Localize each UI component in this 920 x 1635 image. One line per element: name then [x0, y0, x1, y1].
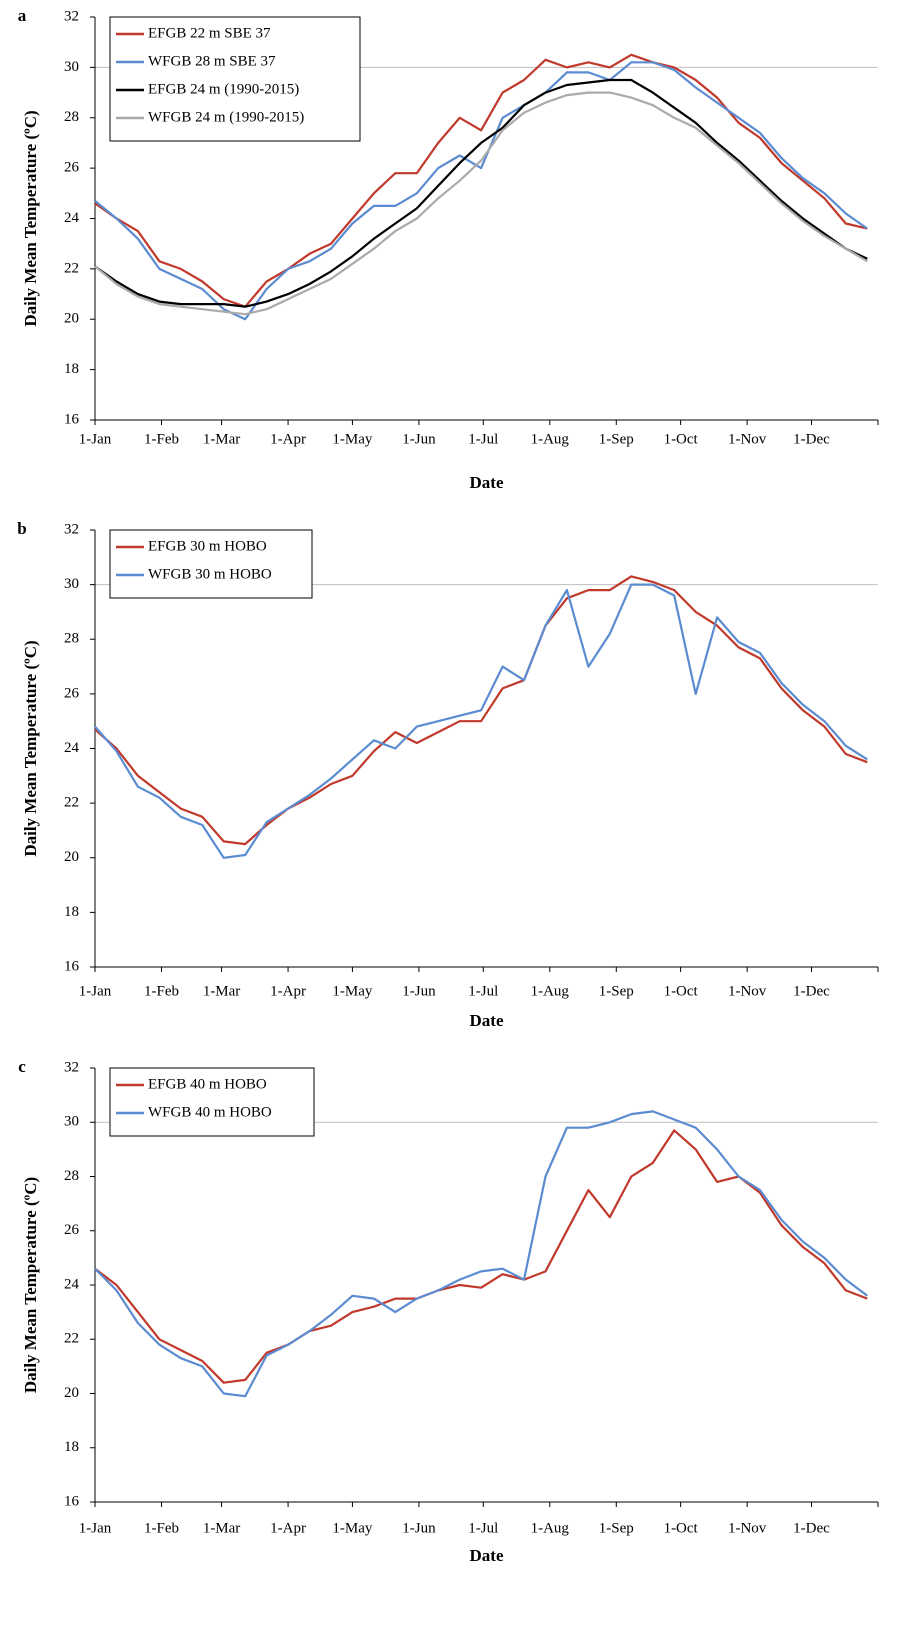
x-tick-label: 1-Aug [531, 431, 570, 447]
x-tick-label: 1-Aug [531, 1520, 570, 1536]
y-tick-label: 26 [64, 685, 80, 701]
x-tick-label: 1-Nov [728, 1520, 767, 1536]
y-tick-label: 18 [64, 361, 79, 377]
series-line [94, 78, 868, 308]
legend-label: EFGB 40 m HOBO [148, 1076, 267, 1092]
legend-label: WFGB 28 m SBE 37 [148, 53, 276, 69]
y-tick-label: 24 [64, 740, 80, 756]
y-tick-label: 28 [64, 1168, 79, 1184]
y-tick-label: 20 [64, 849, 79, 865]
series-line [94, 53, 868, 308]
x-tick-label: 1-Jun [402, 431, 436, 447]
series-line [94, 575, 868, 846]
y-tick-label: 26 [64, 1222, 80, 1238]
y-tick-label: 30 [64, 576, 79, 592]
legend-label: EFGB 22 m SBE 37 [148, 25, 271, 41]
legend-box [109, 1067, 315, 1137]
y-tick-label: 18 [64, 904, 79, 920]
y-tick-label: 18 [64, 1439, 79, 1455]
x-tick-label: 1-Dec [793, 431, 830, 447]
y-tick-label: 22 [64, 1331, 79, 1347]
x-tick-label: 1-Jan [79, 1520, 112, 1536]
x-tick-label: 1-Oct [664, 1520, 699, 1536]
legend-box [109, 529, 313, 599]
y-tick-label: 16 [64, 411, 80, 427]
x-tick-label: 1-Jul [468, 431, 498, 447]
y-tick-label: 16 [64, 1493, 80, 1509]
y-tick-label: 26 [64, 160, 80, 176]
x-tick-label: 1-Feb [144, 1520, 179, 1536]
x-tick-label: 1-May [332, 1520, 372, 1536]
y-tick-label: 22 [64, 795, 79, 811]
panel-label: c [18, 1057, 26, 1076]
y-tick-label: 32 [64, 1059, 79, 1075]
panel-label: a [18, 6, 27, 25]
x-tick-label: 1-Dec [793, 1520, 830, 1536]
x-axis-title: Date [470, 473, 504, 492]
y-axis-title: Daily Mean Temperature (ºC) [21, 1177, 40, 1393]
y-tick-label: 22 [64, 260, 79, 276]
y-tick-label: 20 [64, 1385, 79, 1401]
x-tick-label: 1-May [332, 431, 372, 447]
x-tick-label: 1-Mar [203, 431, 241, 447]
legend-label: WFGB 24 m (1990-2015) [148, 109, 304, 125]
legend-label: WFGB 30 m HOBO [148, 566, 272, 582]
x-tick-label: 1-Sep [599, 431, 634, 447]
x-tick-label: 1-Sep [599, 983, 634, 999]
y-axis-title: Daily Mean Temperature (ºC) [21, 110, 40, 326]
y-tick-label: 24 [64, 210, 80, 226]
x-tick-label: 1-Apr [270, 431, 306, 447]
series-line [94, 91, 868, 316]
x-tick-label: 1-Oct [664, 983, 699, 999]
legend-label: EFGB 30 m HOBO [148, 538, 267, 554]
y-axis-title: Daily Mean Temperature (ºC) [21, 640, 40, 856]
x-tick-label: 1-Mar [203, 983, 241, 999]
series-line [94, 1129, 868, 1384]
x-tick-label: 1-Jan [79, 983, 112, 999]
y-tick-label: 32 [64, 8, 79, 24]
x-tick-label: 1-Apr [270, 1520, 306, 1536]
y-tick-label: 24 [64, 1276, 80, 1292]
x-tick-label: 1-Nov [728, 431, 767, 447]
x-tick-label: 1-Jun [402, 1520, 436, 1536]
x-tick-label: 1-Nov [728, 983, 767, 999]
y-tick-label: 20 [64, 311, 79, 327]
x-tick-label: 1-Oct [664, 431, 699, 447]
series-line [94, 1110, 868, 1398]
series-line [94, 583, 868, 859]
y-tick-label: 30 [64, 59, 79, 75]
x-tick-label: 1-Jan [79, 431, 112, 447]
legend-box [109, 16, 361, 142]
x-tick-label: 1-Jul [468, 1520, 498, 1536]
x-tick-label: 1-Feb [144, 431, 179, 447]
panel-label: b [17, 519, 26, 538]
series-line [94, 61, 868, 321]
x-axis-title: Date [470, 1546, 504, 1565]
x-tick-label: 1-Jul [468, 983, 498, 999]
x-tick-label: 1-Feb [144, 983, 179, 999]
x-tick-label: 1-Aug [531, 983, 570, 999]
legend-label: EFGB 24 m (1990-2015) [148, 81, 299, 97]
y-tick-label: 16 [64, 958, 80, 974]
x-tick-label: 1-May [332, 983, 372, 999]
y-tick-label: 32 [64, 521, 79, 537]
x-tick-label: 1-Apr [270, 983, 306, 999]
x-tick-label: 1-Sep [599, 1520, 634, 1536]
x-tick-label: 1-Mar [203, 1520, 241, 1536]
y-tick-label: 30 [64, 1114, 79, 1130]
y-tick-label: 28 [64, 631, 79, 647]
x-tick-label: 1-Jun [402, 983, 436, 999]
y-tick-label: 28 [64, 109, 79, 125]
x-tick-label: 1-Dec [793, 983, 830, 999]
x-axis-title: Date [470, 1011, 504, 1030]
legend-label: WFGB 40 m HOBO [148, 1104, 272, 1120]
